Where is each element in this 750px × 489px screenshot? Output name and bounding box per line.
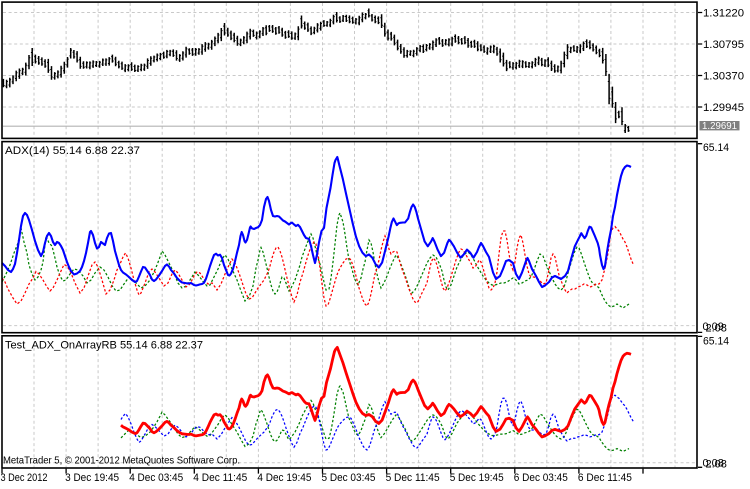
svg-text:1.30370: 1.30370 — [703, 71, 744, 83]
svg-text:4 Dec 11:45: 4 Dec 11:45 — [193, 472, 247, 484]
svg-text:0.08: 0.08 — [703, 457, 724, 469]
svg-text:0.09: 0.09 — [703, 321, 724, 333]
svg-text:1.30795: 1.30795 — [703, 39, 744, 51]
svg-text:6 Dec 11:45: 6 Dec 11:45 — [578, 472, 632, 484]
svg-text:3 Dec 2012: 3 Dec 2012 — [1, 472, 48, 484]
svg-text:6 Dec 03:45: 6 Dec 03:45 — [514, 472, 568, 484]
svg-text:5 Dec 03:45: 5 Dec 03:45 — [322, 472, 376, 484]
svg-text:65.14: 65.14 — [703, 336, 729, 348]
svg-text:1.29945: 1.29945 — [703, 102, 744, 114]
svg-text:MetaTrader 5, © 2001-2012 Meta: MetaTrader 5, © 2001-2012 MetaQuotes Sof… — [3, 456, 240, 467]
svg-text:2.08: 2.08 — [706, 323, 727, 335]
svg-text:65.14: 65.14 — [703, 142, 729, 154]
svg-text:ADX(14) 55.14 6.88 22.37: ADX(14) 55.14 6.88 22.37 — [5, 145, 140, 157]
svg-text:5 Dec 19:45: 5 Dec 19:45 — [450, 472, 504, 484]
svg-text:5 Dec 11:45: 5 Dec 11:45 — [386, 472, 440, 484]
svg-text:4 Dec 03:45: 4 Dec 03:45 — [129, 472, 183, 484]
svg-text:3 Dec 19:45: 3 Dec 19:45 — [65, 472, 119, 484]
svg-text:4 Dec 19:45: 4 Dec 19:45 — [257, 472, 311, 484]
svg-text:1.31220: 1.31220 — [703, 8, 744, 20]
svg-text:Test_ADX_OnArrayRB 55.14 6.88: Test_ADX_OnArrayRB 55.14 6.88 22.37 — [5, 340, 203, 352]
svg-text:1.29691: 1.29691 — [702, 120, 737, 132]
svg-text:2.08: 2.08 — [706, 459, 727, 471]
